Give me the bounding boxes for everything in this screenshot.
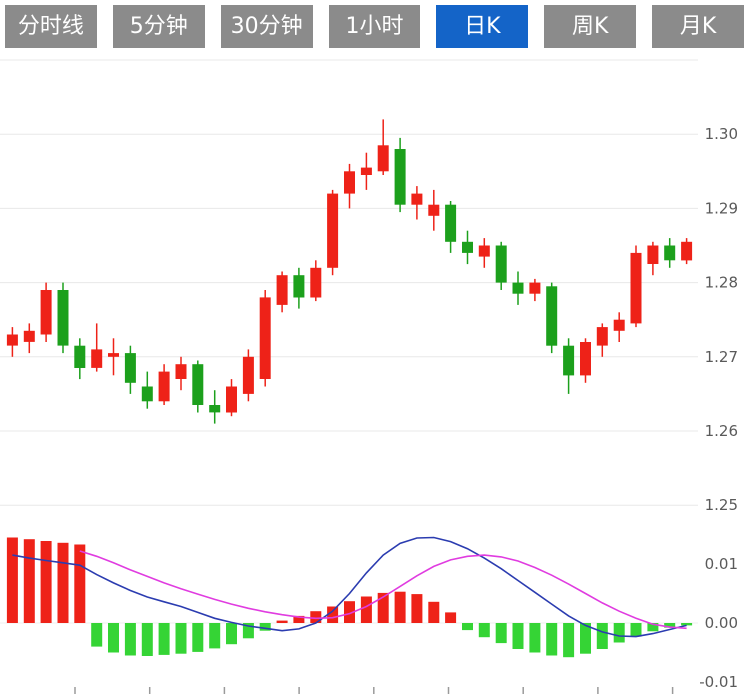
tab-5min[interactable]: 5分钟 (112, 5, 205, 48)
svg-text:1.28: 1.28 (705, 274, 738, 292)
grid-lines (0, 59, 698, 624)
svg-text:1.30: 1.30 (705, 125, 738, 143)
svg-text:0.00: 0.00 (705, 614, 738, 632)
dif-line (12, 536, 687, 638)
tab-monthly-k[interactable]: 月K (652, 5, 745, 48)
tab-30min[interactable]: 30分钟 (220, 5, 313, 48)
svg-text:-0.01: -0.01 (699, 673, 738, 691)
dea-line (79, 550, 687, 630)
svg-text:0.01: 0.01 (705, 555, 738, 573)
tab-weekly-k[interactable]: 周K (544, 5, 637, 48)
svg-text:1.29: 1.29 (705, 199, 738, 217)
tab-minute-line[interactable]: 分时线 (5, 5, 97, 48)
macd-axis-labels: 0.01 0.00 -0.01 (699, 555, 738, 691)
macd-histogram (6, 537, 693, 658)
x-axis-ticks (74, 687, 674, 694)
interval-tab-bar: 分时线 5分钟 30分钟 1小时 日K 周K 月K (5, 5, 745, 48)
candles (6, 119, 693, 424)
svg-text:1.25: 1.25 (705, 496, 738, 514)
price-axis-labels: 1.30 1.29 1.28 1.27 1.26 1.25 (705, 125, 738, 514)
svg-text:1.27: 1.27 (705, 348, 738, 366)
tab-1hour[interactable]: 1小时 (328, 5, 421, 48)
svg-text:1.26: 1.26 (705, 422, 738, 440)
tab-daily-k[interactable]: 日K (436, 5, 529, 48)
